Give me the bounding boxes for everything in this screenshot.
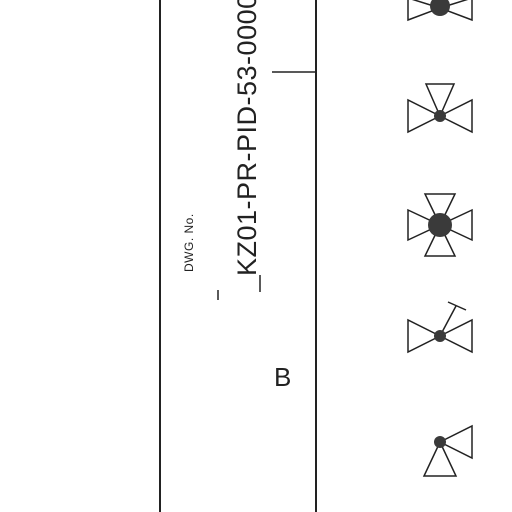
ball-valve-icon (407, 83, 473, 134)
angle-valve-icon (422, 424, 473, 477)
dwg-no-label: DWG. No. (182, 213, 196, 272)
plug-valve-filled-icon (407, 193, 473, 257)
drawing-number: KZ01-PR-PID-53-0000 (232, 0, 262, 276)
revision-letter: B (274, 362, 292, 392)
valve-with-handwheel-icon (407, 301, 473, 354)
gate-valve-half-filled-icon (407, 0, 473, 22)
